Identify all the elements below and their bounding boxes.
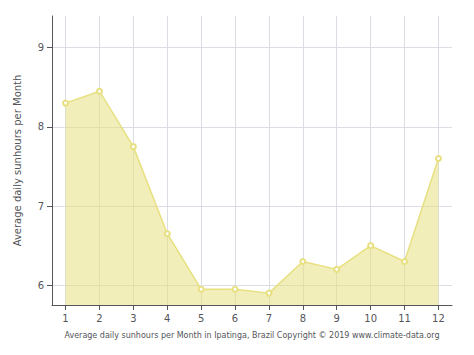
svg-text:5: 5 (198, 313, 204, 324)
svg-text:8: 8 (300, 313, 306, 324)
svg-text:4: 4 (164, 313, 170, 324)
svg-text:2: 2 (96, 313, 102, 324)
svg-text:3: 3 (130, 313, 136, 324)
svg-text:6: 6 (38, 280, 44, 291)
svg-text:7: 7 (38, 201, 44, 212)
svg-text:7: 7 (266, 313, 272, 324)
svg-text:8: 8 (38, 121, 44, 132)
svg-text:10: 10 (364, 313, 377, 324)
svg-text:Average daily sunhours per Mon: Average daily sunhours per Month in Ipat… (64, 331, 439, 340)
svg-text:6: 6 (232, 313, 238, 324)
svg-text:11: 11 (398, 313, 411, 324)
svg-text:1: 1 (62, 313, 68, 324)
svg-text:9: 9 (334, 313, 340, 324)
svg-text:12: 12 (432, 313, 445, 324)
svg-text:9: 9 (38, 42, 44, 53)
svg-text:Average daily sunhours per Mon: Average daily sunhours per Month (12, 75, 23, 247)
